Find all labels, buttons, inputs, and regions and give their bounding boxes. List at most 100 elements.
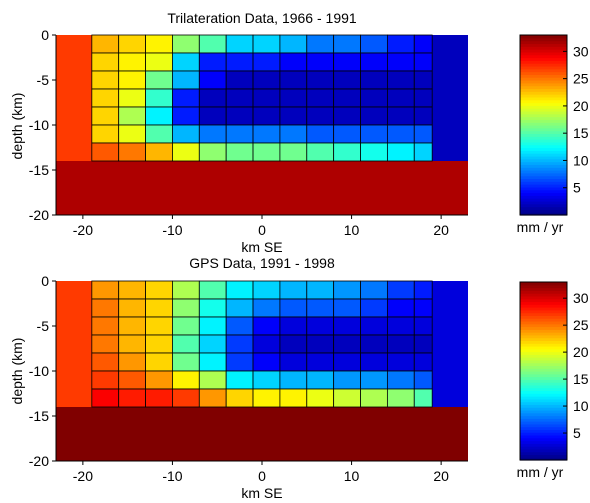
grid-cell: [413, 352, 433, 372]
grid-cell: [225, 124, 254, 144]
colorbar-strip: [520, 158, 567, 163]
grid-cell: [413, 370, 433, 390]
colorbar-strip: [520, 432, 567, 436]
grid-cell: [225, 388, 254, 408]
colorbar-strip: [520, 384, 567, 389]
grid-cell: [91, 70, 120, 90]
colorbar-strip: [520, 359, 567, 364]
grid-cell: [172, 370, 200, 390]
grid-cell: [386, 34, 415, 54]
grid-cell: [279, 34, 308, 54]
colorbar-strip: [520, 181, 567, 185]
y-tick-label: -10: [29, 363, 49, 379]
colorbar-strip: [520, 206, 567, 210]
grid-cell: [198, 142, 227, 162]
grid-cell: [360, 316, 388, 336]
grid-cell: [172, 280, 200, 300]
colorbar-ticks: 5 10 15 20 25 30: [563, 290, 589, 441]
colorbar-label: mm / yr: [517, 219, 564, 235]
grid-cell: [225, 298, 254, 318]
colorbar-strip: [520, 139, 567, 143]
y-axis-ticks: 0 -5 -10 -15 -20: [29, 27, 56, 223]
colorbar-strip: [520, 63, 567, 67]
grid-cell: [279, 88, 308, 108]
grid-cell: [333, 124, 361, 144]
colorbar-strip: [520, 334, 567, 339]
grid-cell: [118, 298, 146, 318]
grid-cell: [360, 34, 388, 54]
grid-cell: [198, 124, 227, 144]
grid-cell: [413, 142, 433, 162]
bottom-zone: [56, 161, 468, 215]
grid-cell: [225, 52, 254, 72]
grid-cell: [333, 88, 361, 108]
colorbar-strip: [520, 371, 567, 375]
colorbar-strip: [520, 318, 567, 322]
grid-cell: [333, 388, 361, 408]
colorbar-strip: [520, 37, 567, 42]
grid-cell: [145, 88, 173, 108]
y-tick-label: -15: [29, 162, 49, 178]
colorbar-strip: [520, 293, 567, 297]
y-tick-label: -10: [29, 117, 49, 133]
grid-cell: [118, 370, 146, 390]
grid-cell: [306, 88, 335, 108]
y-axis-label: depth (km): [9, 93, 25, 160]
grid-cell: [172, 352, 200, 372]
grid-cell: [91, 370, 120, 390]
y-tick-label: 0: [41, 27, 49, 43]
left-zone: [56, 35, 92, 161]
grid-cell: [306, 388, 335, 408]
grid-cell: [386, 70, 415, 90]
colorbar-strip: [520, 309, 567, 314]
grid-cell: [118, 70, 146, 90]
colorbar-strip: [520, 326, 567, 330]
x-tick-label: -10: [162, 468, 182, 484]
grid-cell: [118, 124, 146, 144]
colorbar-strip: [520, 102, 567, 106]
grid-cell: [333, 106, 361, 126]
colorbar-strip: [520, 91, 567, 95]
grid-cell: [333, 334, 361, 354]
grid-cell: [145, 334, 173, 354]
x-tick-label: 10: [344, 468, 360, 484]
grid-cell: [306, 124, 335, 144]
grid-cell: [306, 106, 335, 126]
colorbar-strip: [520, 116, 567, 120]
grid-cell: [386, 298, 415, 318]
colorbar-strip: [520, 40, 567, 45]
grid-cell: [172, 88, 200, 108]
colorbar-strip: [520, 345, 567, 350]
grid-cell: [252, 106, 281, 126]
colorbar-strip: [520, 82, 567, 87]
colorbar-strip: [520, 434, 567, 439]
colorbar-strip: [520, 57, 567, 61]
grid-cell: [360, 106, 388, 126]
grid-cell: [225, 88, 254, 108]
x-tick-label: 20: [433, 222, 449, 238]
colorbar-strip: [520, 329, 567, 333]
colorbar-strip: [520, 212, 567, 216]
grid-cell: [252, 370, 281, 390]
grid-cell: [145, 352, 173, 372]
x-tick-label: -10: [162, 222, 182, 238]
colorbar-ticks: 5 10 15 20 25 30: [563, 43, 589, 196]
grid-cell: [360, 352, 388, 372]
grid-cell: [279, 142, 308, 162]
colorbar-strip: [520, 301, 567, 305]
grid-cell: [386, 388, 415, 408]
grid-cell: [360, 124, 388, 144]
colorbar-strip: [520, 295, 567, 300]
grid-cell: [360, 388, 388, 408]
colorbar-strip: [520, 110, 567, 115]
grid-cell: [172, 124, 200, 144]
colorbar-strip: [520, 357, 567, 361]
grid-cell: [413, 70, 433, 90]
grid-cell: [279, 388, 308, 408]
grid-cell: [225, 142, 254, 162]
grid-cell: [91, 88, 120, 108]
grid-cell: [252, 34, 281, 54]
colorbar-strip: [520, 136, 567, 140]
colorbar-strip: [520, 290, 567, 294]
grid-cell: [279, 316, 308, 336]
